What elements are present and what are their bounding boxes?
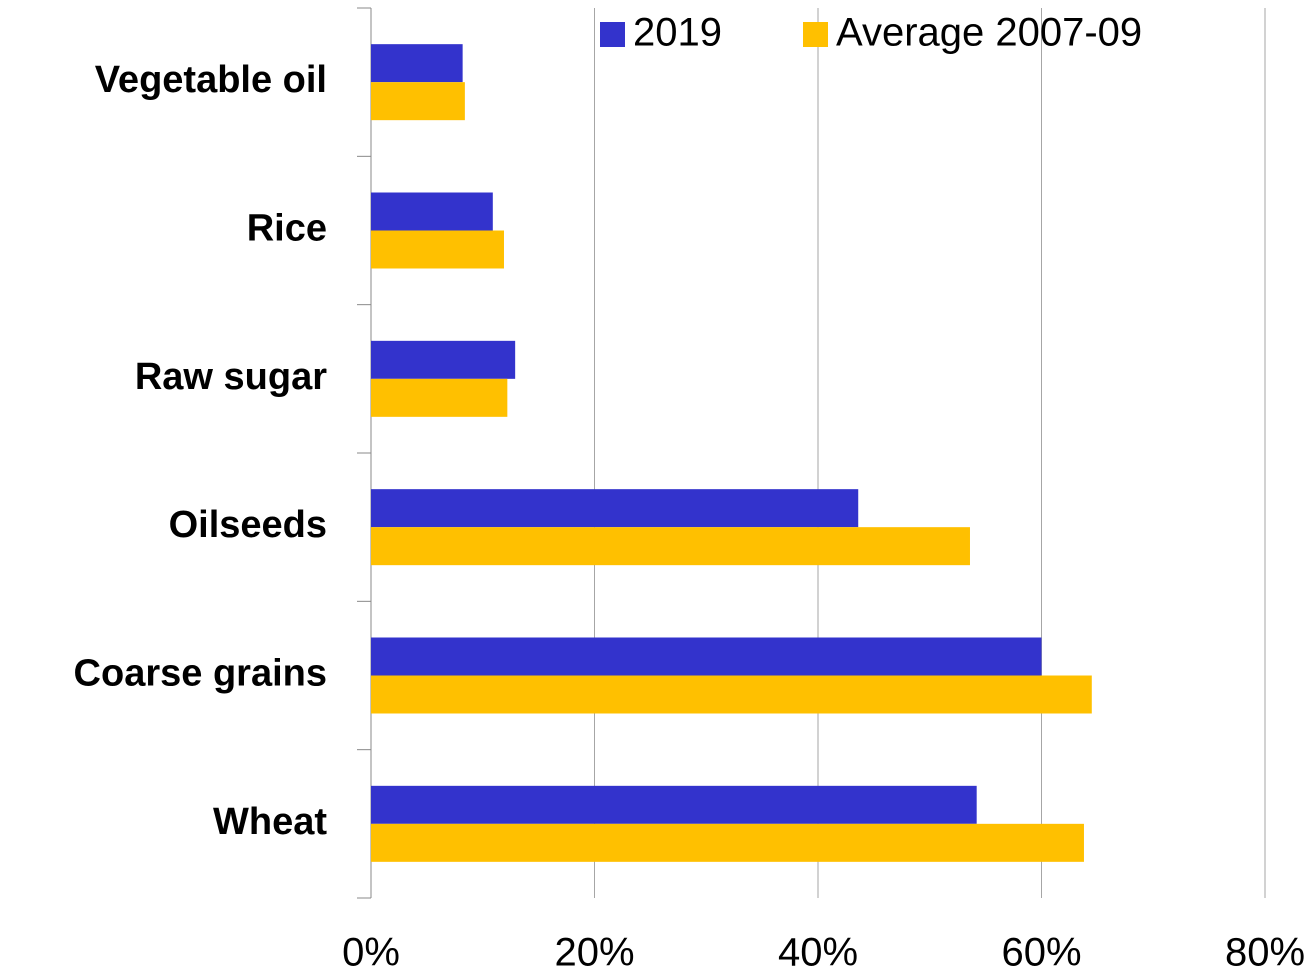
x-tick-label: 40% <box>778 931 858 975</box>
bar <box>371 785 977 824</box>
y-tick-label: Raw sugar <box>135 356 327 398</box>
legend-label: 2019 <box>633 11 722 55</box>
legend-swatch <box>600 22 625 47</box>
y-tick-label: Vegetable oil <box>95 59 327 101</box>
y-tick-label: Oilseeds <box>169 504 327 546</box>
bar <box>371 340 516 379</box>
x-tick-label: 0% <box>342 931 400 975</box>
y-tick-label: Rice <box>247 208 327 250</box>
x-tick-label: 60% <box>1001 931 1081 975</box>
bar <box>371 675 1092 714</box>
y-tick-label: Coarse grains <box>74 653 327 695</box>
bar <box>371 82 465 121</box>
x-tick-label: 80% <box>1225 931 1305 975</box>
bar <box>371 527 970 566</box>
bar <box>371 823 1084 862</box>
bar <box>371 378 508 417</box>
legend-label: Average 2007-09 <box>836 11 1142 55</box>
y-tick-label: Wheat <box>213 801 327 843</box>
bar <box>371 192 493 231</box>
x-tick-label: 20% <box>554 931 634 975</box>
bar <box>371 44 463 83</box>
bar <box>371 489 859 528</box>
legend-swatch <box>803 22 828 47</box>
bar <box>371 230 504 269</box>
bar <box>371 637 1042 676</box>
